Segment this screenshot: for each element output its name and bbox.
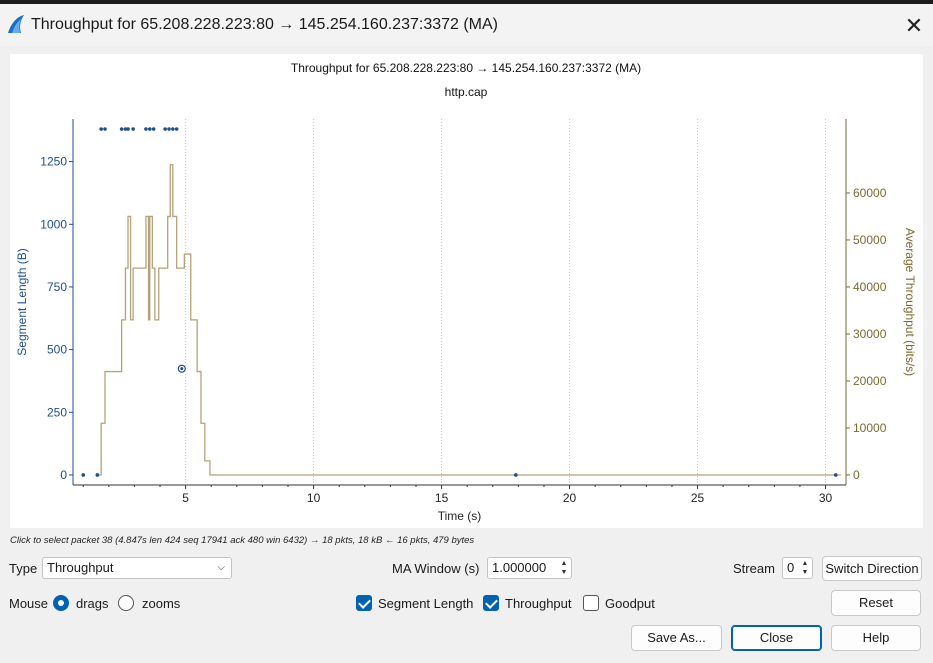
- selected-segment-ring: [177, 364, 186, 373]
- goodput-checkbox[interactable]: [583, 595, 599, 611]
- segment-point: [151, 127, 156, 131]
- ma-window-label: MA Window (s): [392, 561, 480, 576]
- spin-down-icon[interactable]: ▼: [560, 569, 568, 576]
- type-dropdown[interactable]: Throughput ⌵: [42, 557, 232, 579]
- y-right-tick-label: 40000: [853, 280, 887, 294]
- close-button[interactable]: Close: [731, 625, 822, 651]
- y-left-tick-label: 250: [47, 405, 67, 419]
- segment-point: [833, 473, 838, 477]
- spin-down-icon[interactable]: ▼: [801, 569, 809, 576]
- help-button[interactable]: Help: [831, 625, 921, 651]
- type-value: Throughput: [47, 560, 114, 575]
- x-tick-label: 30: [819, 491, 833, 505]
- y-right-tick-label: 20000: [853, 374, 887, 388]
- reset-button[interactable]: Reset: [831, 590, 921, 616]
- chevron-down-icon: ⌵: [217, 562, 225, 573]
- segment-point: [171, 127, 175, 131]
- y-left-axis-label: Segment Length (B): [15, 248, 29, 355]
- goodput-label: Goodput: [605, 596, 655, 611]
- y-right-tick-label: 50000: [853, 233, 887, 247]
- close-window-button[interactable]: ✕: [904, 13, 924, 38]
- throughput-chart[interactable]: Throughput for 65.208.228.223:80 → 145.2…: [10, 54, 923, 528]
- y-right-axis-label: Average Throughput (bits/s): [903, 228, 917, 376]
- y-left-tick-label: 1250: [40, 155, 67, 169]
- segment-length-label: Segment Length: [378, 596, 474, 611]
- switch-direction-button[interactable]: Switch Direction: [822, 556, 922, 581]
- segment-length-checkbox[interactable]: [356, 595, 372, 611]
- segment-point: [163, 127, 167, 131]
- mouse-label: Mouse: [9, 596, 49, 611]
- zooms-radio[interactable]: [118, 595, 134, 611]
- x-tick-label: 10: [307, 491, 321, 505]
- segment-point: [126, 127, 130, 131]
- y-right-tick-label: 0: [853, 468, 860, 482]
- segment-point: [514, 473, 518, 477]
- segment-point: [123, 127, 128, 131]
- y-right-tick-label: 30000: [853, 327, 887, 341]
- x-tick-label: 5: [182, 491, 189, 505]
- segment-point: [144, 127, 148, 131]
- segment-point: [95, 473, 100, 477]
- save-as-button[interactable]: Save As...: [631, 625, 722, 651]
- stream-spinbox[interactable]: 0 ▲ ▼: [782, 557, 813, 579]
- spin-up-icon[interactable]: ▲: [801, 560, 809, 567]
- y-left-tick-label: 1000: [40, 217, 67, 231]
- y-right-tick-label: 10000: [853, 421, 887, 435]
- window-title: Throughput for 65.208.228.223:80 → 145.2…: [31, 16, 499, 33]
- y-left-tick-label: 0: [60, 468, 67, 482]
- segment-point: [147, 127, 152, 131]
- stream-value: 0: [787, 560, 795, 575]
- segment-point: [119, 127, 124, 131]
- segment-point: [167, 127, 171, 131]
- segment-point: [103, 127, 107, 131]
- spin-up-icon[interactable]: ▲: [560, 560, 568, 567]
- plot-area[interactable]: Throughput for 65.208.228.223:80 → 145.2…: [10, 54, 923, 528]
- throughput-checkbox[interactable]: [483, 595, 499, 611]
- throughput-label: Throughput: [505, 596, 572, 611]
- type-label: Type: [9, 561, 38, 576]
- segment-point: [174, 127, 179, 131]
- y-left-tick-label: 500: [47, 343, 67, 357]
- title-bar: Throughput for 65.208.228.223:80 → 145.2…: [0, 0, 933, 46]
- selected-segment-point: [180, 367, 184, 371]
- chart-subtitle: http.cap: [445, 85, 488, 99]
- y-left-tick-label: 750: [47, 280, 67, 294]
- segment-point: [99, 127, 103, 131]
- zooms-label: zooms: [142, 596, 181, 611]
- x-axis-label: Time (s): [438, 509, 482, 523]
- x-tick-label: 25: [691, 491, 705, 505]
- x-tick-label: 20: [563, 491, 577, 505]
- ma-window-spinbox[interactable]: 1.000000 ▲ ▼: [487, 557, 572, 579]
- drags-radio[interactable]: [53, 595, 69, 611]
- wireshark-fin-icon: [8, 15, 24, 33]
- throughput-series-line: [96, 164, 841, 476]
- stream-label: Stream: [733, 561, 775, 576]
- segment-point: [131, 127, 135, 131]
- status-hint: Click to select packet 38 (4.847s len 42…: [10, 535, 475, 546]
- y-right-tick-label: 60000: [853, 186, 887, 200]
- drags-label: drags: [76, 596, 109, 611]
- segment-point: [81, 473, 86, 477]
- ma-window-value: 1.000000: [492, 560, 547, 575]
- chart-title: Throughput for 65.208.228.223:80 → 145.2…: [291, 61, 641, 75]
- x-tick-label: 15: [435, 491, 449, 505]
